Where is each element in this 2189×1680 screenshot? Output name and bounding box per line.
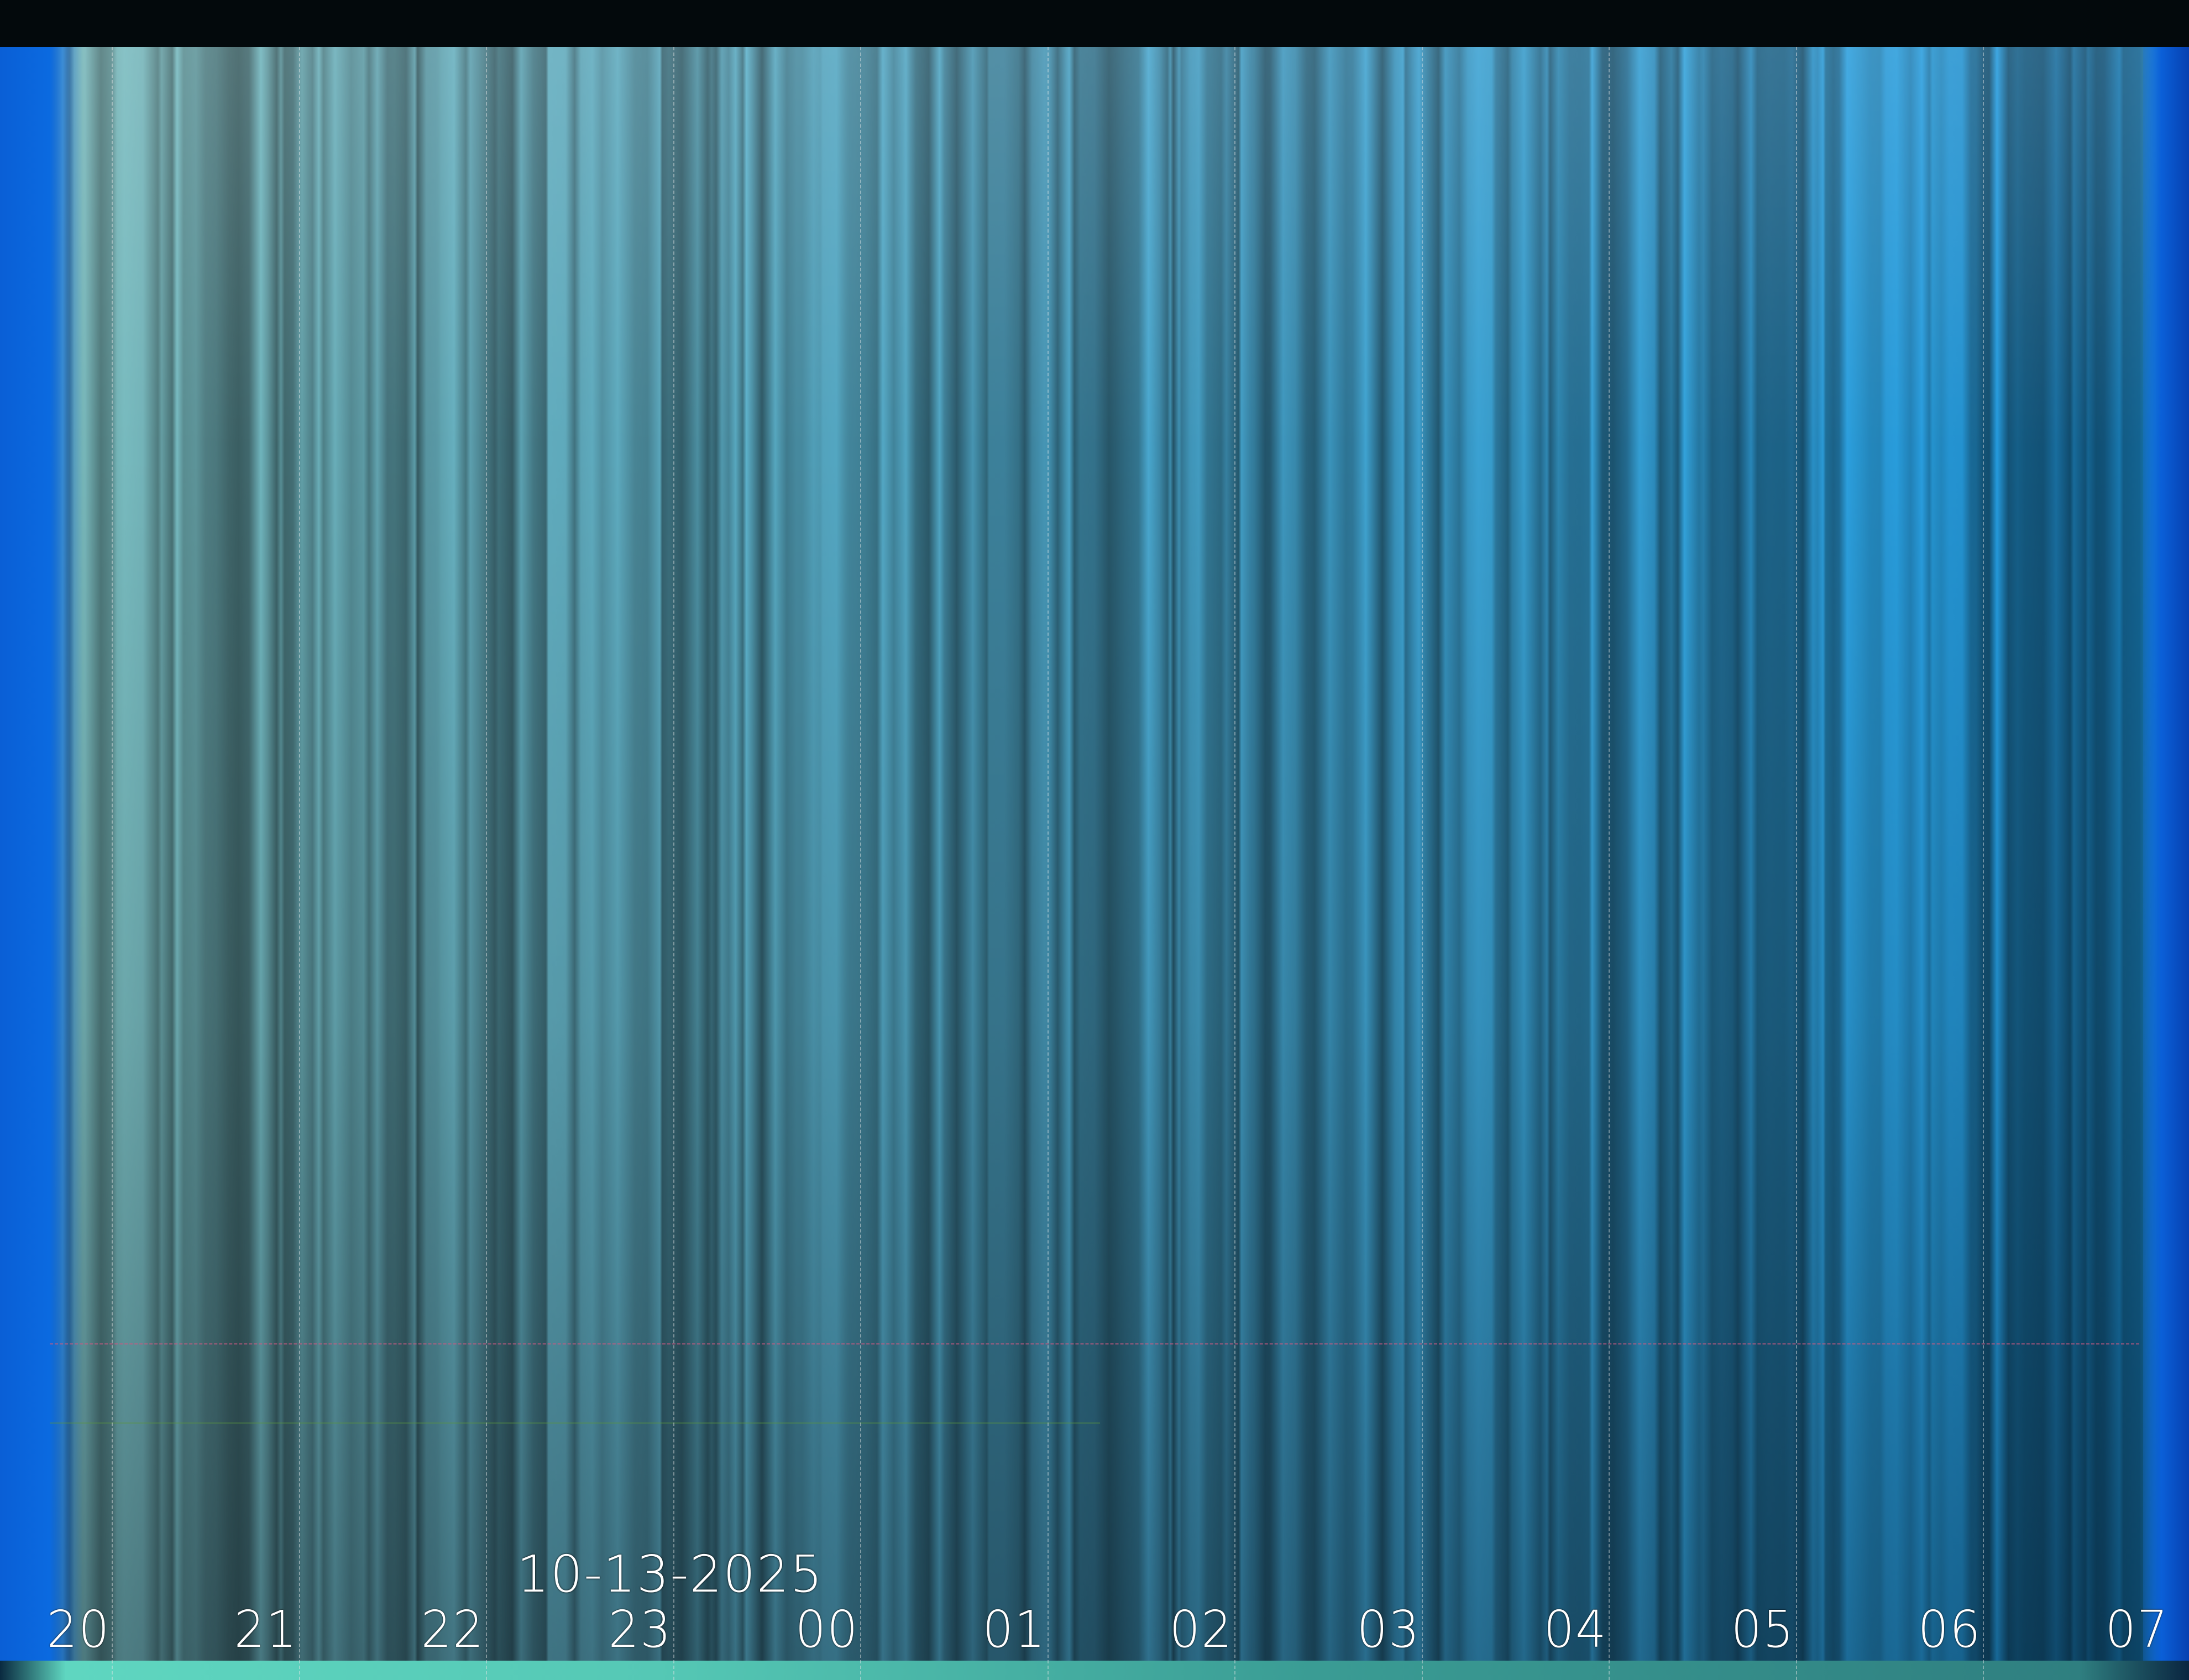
hour-gridline [1421,47,1423,1680]
hour-label: 05 [1730,1600,1795,1659]
hour-label: 03 [1356,1600,1421,1659]
hour-gridline [298,47,300,1680]
left-blue-edge [0,47,83,1661]
red-dashed-line [50,1343,2139,1345]
hour-label: 04 [1543,1600,1607,1659]
keogram-stripes [0,47,2189,1661]
hour-gridline [112,47,113,1680]
hour-label: 21 [233,1600,298,1659]
hour-label: 23 [608,1600,672,1659]
hour-gridline [860,47,861,1680]
hour-label: 02 [1169,1600,1233,1659]
hour-gridline [486,47,487,1680]
hour-gridline [1795,47,1797,1680]
hour-label: 01 [982,1600,1046,1659]
keogram-shading [0,47,2189,1661]
hour-gridline [673,47,674,1680]
green-line [50,1422,1100,1424]
top-dark-bar [0,0,2189,47]
hour-gridline [1609,47,1610,1680]
hour-label: 20 [46,1600,111,1659]
hour-gridline [1234,47,1235,1680]
hour-label: 07 [2104,1600,2169,1659]
hour-label: 22 [421,1600,485,1659]
hour-gridline [1983,47,1984,1680]
hour-label: 00 [795,1600,859,1659]
date-label: 10-13-2025 [517,1545,824,1604]
hour-label: 06 [1918,1600,1982,1659]
bottom-green-band [0,1661,2189,1680]
right-blue-edge [2143,47,2189,1661]
hour-gridline [1047,47,1049,1680]
